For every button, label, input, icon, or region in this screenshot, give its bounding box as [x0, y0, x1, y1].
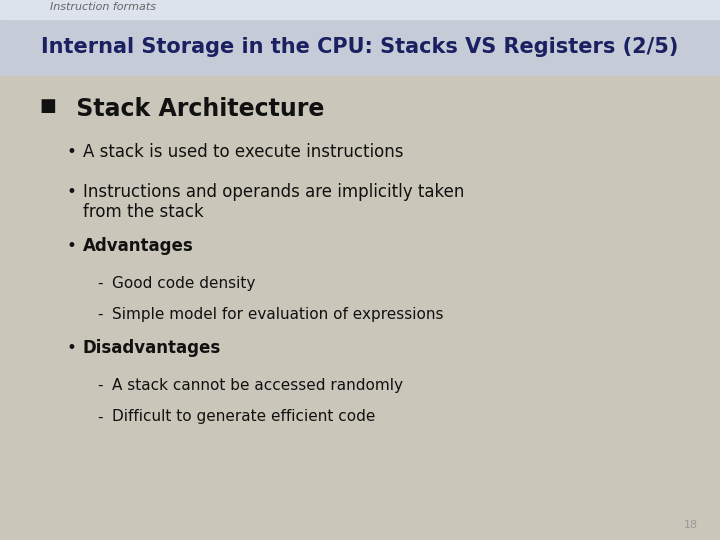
Text: -: -	[97, 378, 103, 393]
Text: •: •	[66, 339, 76, 356]
Text: Disadvantages: Disadvantages	[83, 339, 221, 356]
Text: 18: 18	[684, 520, 698, 530]
Text: Stack Architecture: Stack Architecture	[68, 97, 325, 121]
Text: Advantages: Advantages	[83, 237, 194, 254]
Text: Instruction formats: Instruction formats	[50, 2, 156, 12]
Text: -: -	[97, 307, 103, 322]
Text: Simple model for evaluation of expressions: Simple model for evaluation of expressio…	[112, 307, 443, 322]
Text: Internal Storage in the CPU: Stacks VS Registers (2/5): Internal Storage in the CPU: Stacks VS R…	[41, 37, 679, 57]
Text: •: •	[66, 237, 76, 254]
Text: -: -	[97, 276, 103, 291]
Text: Instructions and operands are implicitly taken
from the stack: Instructions and operands are implicitly…	[83, 183, 464, 221]
Bar	[0, 75, 720, 540]
Text: •: •	[66, 143, 76, 161]
Text: Good code density: Good code density	[112, 276, 255, 291]
Text: -: -	[97, 409, 103, 424]
Text: •: •	[66, 183, 76, 200]
Text: A stack cannot be accessed randomly: A stack cannot be accessed randomly	[112, 378, 402, 393]
Bar	[0, 0, 720, 19]
Text: A stack is used to execute instructions: A stack is used to execute instructions	[83, 143, 403, 161]
Text: Difficult to generate efficient code: Difficult to generate efficient code	[112, 409, 375, 424]
Text: ■: ■	[40, 97, 56, 115]
Bar	[0, 19, 720, 75]
